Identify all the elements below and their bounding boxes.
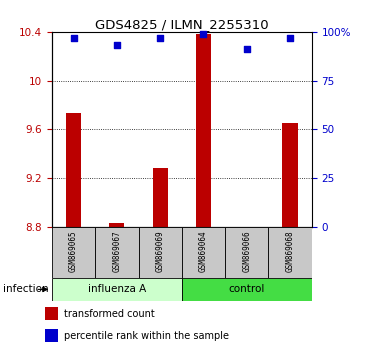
- Bar: [95, 227, 138, 278]
- Point: [287, 35, 293, 41]
- Point: [244, 47, 250, 52]
- Bar: [109, 223, 124, 227]
- Bar: [196, 34, 211, 227]
- Point: [114, 43, 120, 48]
- Text: GSM869064: GSM869064: [199, 230, 208, 272]
- Text: influenza A: influenza A: [88, 284, 146, 295]
- Bar: [182, 227, 225, 278]
- Bar: [52, 227, 95, 278]
- Bar: [225, 227, 268, 278]
- Text: GSM869067: GSM869067: [112, 230, 121, 272]
- Text: control: control: [229, 284, 265, 295]
- Text: GSM869065: GSM869065: [69, 230, 78, 272]
- Title: GDS4825 / ILMN_2255310: GDS4825 / ILMN_2255310: [95, 18, 269, 31]
- Bar: [282, 123, 298, 227]
- Bar: [52, 278, 182, 301]
- Text: GSM869068: GSM869068: [286, 230, 295, 272]
- Bar: [152, 168, 168, 227]
- Point: [70, 35, 76, 41]
- Point: [200, 31, 206, 37]
- Bar: [138, 227, 182, 278]
- Bar: [268, 227, 312, 278]
- Text: GSM869069: GSM869069: [156, 230, 165, 272]
- Text: infection: infection: [3, 284, 48, 295]
- Text: transformed count: transformed count: [64, 309, 154, 319]
- Bar: [45, 330, 58, 342]
- Text: GSM869066: GSM869066: [242, 230, 251, 272]
- Bar: [45, 307, 58, 320]
- Point: [157, 35, 163, 41]
- Bar: [182, 278, 312, 301]
- Text: percentile rank within the sample: percentile rank within the sample: [64, 331, 229, 341]
- Bar: [66, 113, 81, 227]
